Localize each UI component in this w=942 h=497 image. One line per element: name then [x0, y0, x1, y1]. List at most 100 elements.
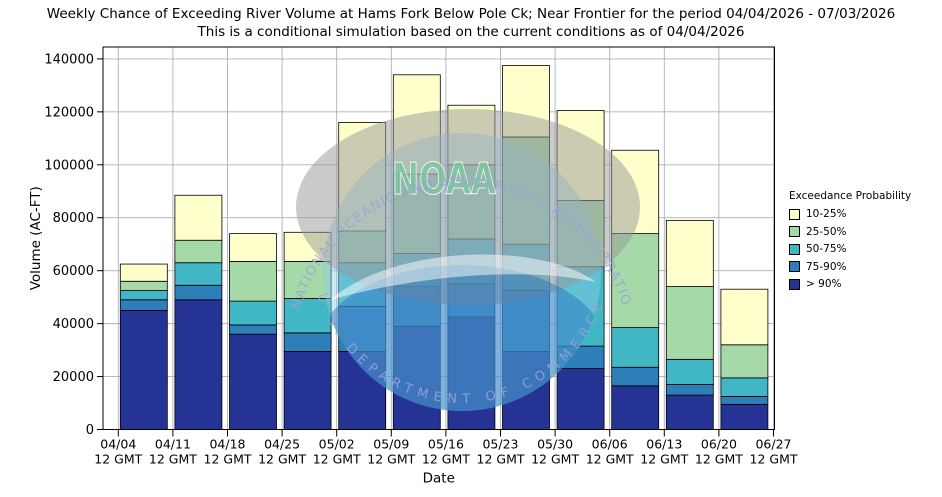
- legend-item: 50-75%: [789, 243, 911, 255]
- x-tick-label-time: 12 GMT: [149, 452, 197, 467]
- y-tick-label: 20000: [53, 370, 94, 385]
- x-tick-label-date: 05/09: [373, 437, 409, 452]
- legend-label: > 90%: [806, 278, 842, 290]
- x-tick-label-date: 04/11: [155, 437, 191, 452]
- bar-04/11: [174, 194, 223, 430]
- bar-segment: [229, 300, 277, 326]
- chart-subtitle: This is a conditional simulation based o…: [197, 24, 745, 40]
- bar-segment: [392, 325, 441, 430]
- bar-segment: [447, 316, 496, 430]
- y-tick-label: 140000: [44, 52, 94, 67]
- bar-segment: [174, 239, 223, 264]
- x-tick-label-time: 12 GMT: [531, 452, 579, 467]
- bar-06/20: [720, 288, 769, 430]
- bar-segment: [174, 262, 223, 286]
- axes: 0 20000 40000 60000 80000 100000 120000 140000 0…: [28, 46, 798, 487]
- bar-06/13: [665, 219, 714, 430]
- y-tick-label: 120000: [44, 105, 94, 120]
- bar-segment: [665, 384, 714, 396]
- x-tick-label-time: 12 GMT: [204, 452, 252, 467]
- bar-segment: [720, 377, 769, 397]
- legend-item: > 90%: [789, 278, 911, 290]
- bar-segment: [611, 366, 660, 387]
- bar-04/25: [283, 231, 332, 430]
- x-tick-label-time: 12 GMT: [94, 452, 142, 467]
- y-axis-label: Volume (AC-FT): [28, 186, 44, 290]
- legend-item: 75-90%: [789, 261, 911, 273]
- x-tick-label-date: 05/16: [428, 437, 464, 452]
- bar-segment: [720, 403, 769, 430]
- legend: Exceedance Probability 10-25% 25-50% 50-75…: [789, 190, 911, 296]
- legend-swatch: [789, 226, 800, 237]
- x-axis-label: Date: [423, 471, 455, 487]
- legend-label: 10-25%: [806, 208, 847, 220]
- legend-item: 25-50%: [789, 226, 911, 238]
- x-tick-label-date: 05/02: [319, 437, 355, 452]
- x-tick-label-time: 12 GMT: [586, 452, 634, 467]
- x-tick-label-date: 04/18: [209, 437, 245, 452]
- noaa-logo-text: NOAA: [392, 154, 496, 205]
- legend-title: Exceedance Probability: [789, 190, 912, 202]
- bar-segment: [174, 299, 223, 430]
- bar-04/18: [229, 233, 277, 430]
- y-tick-label: 100000: [44, 158, 94, 173]
- x-tick-label-time: 12 GMT: [313, 452, 361, 467]
- noaa-logo-sky: [296, 109, 640, 305]
- legend-swatch: [789, 208, 800, 220]
- chart-title: Weekly Chance of Exceeding River Volume …: [46, 6, 896, 22]
- bar-segment: [665, 358, 714, 385]
- x-tick-label-time: 12 GMT: [695, 452, 743, 467]
- bar-segment: [720, 396, 769, 405]
- bar-segment: [665, 286, 714, 360]
- y-tick-label: 40000: [53, 317, 94, 332]
- x-tick-label-time: 12 GMT: [750, 452, 798, 467]
- bar-segment: [556, 368, 605, 430]
- legend-item: 10-25%: [789, 208, 911, 220]
- x-tick-label-date: 06/06: [592, 437, 628, 452]
- legend-swatch: [789, 261, 800, 272]
- plot-frame: [102, 46, 775, 430]
- x-tick-label-date: 05/23: [482, 437, 518, 452]
- bar-segment: [283, 332, 332, 352]
- x-tick-label-time: 12 GMT: [367, 452, 415, 467]
- bar-segment: [174, 194, 223, 241]
- bar-segment: [665, 219, 714, 287]
- legend-label: 75-90%: [806, 260, 847, 273]
- bar-segment: [611, 327, 660, 368]
- noaa-logo-gull: [330, 254, 596, 300]
- bar-segment: [283, 298, 332, 334]
- bar-segment: [283, 351, 332, 430]
- bar-segment: [229, 233, 277, 262]
- x-tick-label-date: 06/20: [701, 437, 737, 452]
- bar-segment: [119, 299, 168, 311]
- legend-label: 25-50%: [806, 225, 847, 238]
- x-tick-label-date: 04/04: [100, 437, 136, 452]
- x-tick-label-time: 12 GMT: [258, 452, 306, 467]
- bar-segment: [174, 284, 223, 301]
- bar-segment: [229, 333, 277, 430]
- x-tick-label-date: 05/30: [537, 437, 573, 452]
- x-tick-label-time: 12 GMT: [422, 452, 470, 467]
- bar-segment: [720, 288, 769, 346]
- x-tick-label-time: 12 GMT: [640, 452, 688, 467]
- bar-segment: [229, 261, 277, 302]
- bar-segment: [119, 309, 168, 430]
- bar-segment: [665, 394, 714, 430]
- x-tick-label-date: 06/27: [755, 437, 791, 452]
- bar-segment: [720, 344, 769, 379]
- y-tick-label: 60000: [53, 264, 94, 279]
- x-tick-label-date: 06/13: [646, 437, 682, 452]
- legend-label: 50-75%: [806, 243, 847, 255]
- bar-segment: [119, 290, 168, 301]
- y-tick-label: 0: [86, 423, 94, 438]
- bar-04/04: [119, 263, 168, 430]
- bar-segment: [338, 351, 387, 430]
- bar-segment: [229, 324, 277, 335]
- y-tick-label: 80000: [53, 211, 94, 226]
- x-tick-label-time: 12 GMT: [477, 452, 525, 467]
- legend-swatch: [789, 243, 800, 255]
- bar-segment: [119, 280, 168, 291]
- bar-segment: [611, 385, 660, 430]
